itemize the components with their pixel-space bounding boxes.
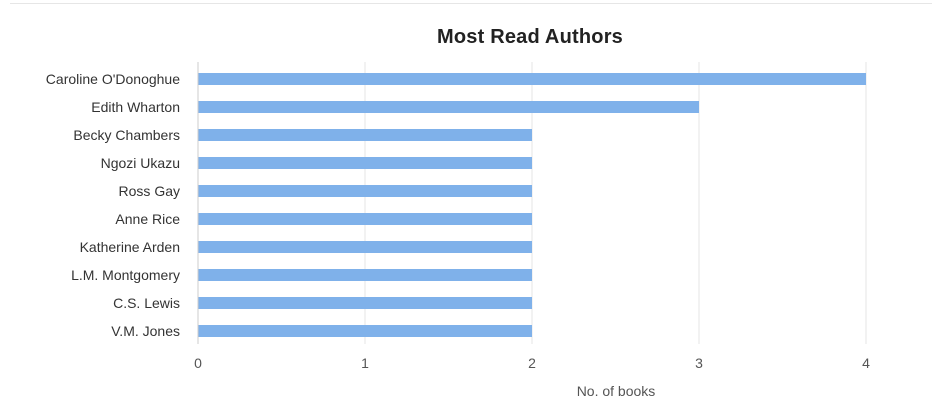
category-label: L.M. Montgomery bbox=[71, 267, 180, 283]
category-label: V.M. Jones bbox=[111, 323, 180, 339]
bar bbox=[198, 213, 532, 225]
bar bbox=[198, 185, 532, 197]
bar bbox=[198, 325, 532, 337]
bars bbox=[198, 73, 866, 337]
x-tick-label: 1 bbox=[361, 355, 369, 371]
bar bbox=[198, 129, 532, 141]
category-label: Ngozi Ukazu bbox=[101, 155, 180, 171]
category-label: Anne Rice bbox=[115, 211, 180, 227]
bar bbox=[198, 297, 532, 309]
category-label: Ross Gay bbox=[119, 183, 180, 199]
x-axis-title: No. of books bbox=[577, 383, 656, 399]
x-tick-labels: 0 1 2 3 4 bbox=[194, 355, 870, 371]
category-label: Katherine Arden bbox=[80, 239, 180, 255]
bar bbox=[198, 157, 532, 169]
bar bbox=[198, 269, 532, 281]
x-tick-label: 0 bbox=[194, 355, 202, 371]
bar bbox=[198, 101, 699, 113]
category-labels: Caroline O'Donoghue Edith Wharton Becky Ch… bbox=[46, 71, 180, 339]
category-label: Edith Wharton bbox=[91, 99, 180, 115]
bar bbox=[198, 73, 866, 85]
x-tick-label: 3 bbox=[695, 355, 703, 371]
x-tick-label: 4 bbox=[862, 355, 870, 371]
x-tick-label: 2 bbox=[528, 355, 536, 371]
top-divider bbox=[10, 3, 932, 4]
category-label: Caroline O'Donoghue bbox=[46, 71, 180, 87]
category-label: C.S. Lewis bbox=[113, 295, 180, 311]
category-label: Becky Chambers bbox=[73, 127, 180, 143]
bar bbox=[198, 241, 532, 253]
chart-title: Most Read Authors bbox=[437, 26, 623, 48]
